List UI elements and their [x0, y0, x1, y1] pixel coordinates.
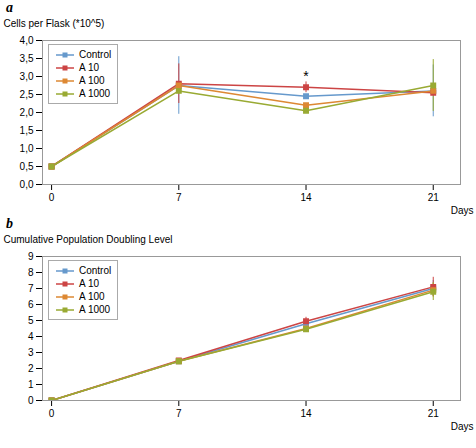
- svg-text:2,5: 2,5: [20, 89, 34, 100]
- svg-text:0: 0: [49, 192, 55, 203]
- html-text:A 1000: A 1000: [79, 304, 111, 315]
- html-text:Control: Control: [79, 265, 112, 276]
- svg-text:4: 4: [28, 331, 34, 342]
- html-text:A 1000: A 1000: [79, 88, 111, 99]
- svg-text:21: 21: [428, 408, 440, 419]
- svg-text:5: 5: [28, 315, 34, 326]
- svg-text:0,0: 0,0: [20, 179, 34, 190]
- svg-text:7: 7: [176, 408, 182, 419]
- svg-text:2: 2: [28, 363, 34, 374]
- svg-text:4,0: 4,0: [20, 35, 34, 46]
- svg-text:14: 14: [300, 408, 312, 419]
- svg-text:7: 7: [28, 283, 34, 294]
- svg-text:Cumulative Population Doubling: Cumulative Population Doubling Level: [4, 234, 173, 245]
- html-text:A 10: A 10: [79, 62, 99, 73]
- svg-text:9: 9: [28, 251, 34, 262]
- svg-text:14: 14: [300, 192, 312, 203]
- svg-text:3,0: 3,0: [20, 71, 34, 82]
- html-text:A 100: A 100: [79, 75, 105, 86]
- svg-text:6: 6: [28, 299, 34, 310]
- svg-text:7: 7: [176, 192, 182, 203]
- svg-text:Days: Days: [451, 421, 474, 432]
- svg-text:1,0: 1,0: [20, 143, 34, 154]
- svg-text:2,0: 2,0: [20, 107, 34, 118]
- html-text:b: b: [6, 216, 13, 231]
- svg-text:0: 0: [28, 395, 34, 406]
- html-text:A 10: A 10: [79, 278, 99, 289]
- html-text:a: a: [6, 0, 13, 15]
- svg-text:1: 1: [28, 379, 34, 390]
- svg-text:Cells per Flask (*10^5): Cells per Flask (*10^5): [4, 18, 105, 29]
- svg-text:0: 0: [49, 408, 55, 419]
- svg-text:3: 3: [28, 347, 34, 358]
- html-text:A 100: A 100: [79, 291, 105, 302]
- svg-text:3,5: 3,5: [20, 53, 34, 64]
- svg-text:Days: Days: [451, 205, 474, 216]
- svg-text:8: 8: [28, 267, 34, 278]
- svg-text:1,5: 1,5: [20, 125, 34, 136]
- svg-text:21: 21: [428, 192, 440, 203]
- html-text:Control: Control: [79, 49, 112, 60]
- svg-text:0,5: 0,5: [20, 161, 34, 172]
- svg-text:*: *: [303, 68, 309, 84]
